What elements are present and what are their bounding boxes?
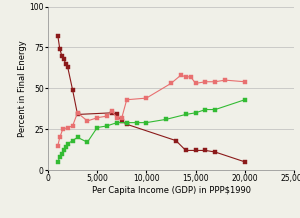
Y-axis label: Percent in Final Energy: Percent in Final Energy bbox=[18, 40, 27, 137]
X-axis label: Per Capita Income (GDP) in PPP$1990: Per Capita Income (GDP) in PPP$1990 bbox=[92, 186, 250, 195]
